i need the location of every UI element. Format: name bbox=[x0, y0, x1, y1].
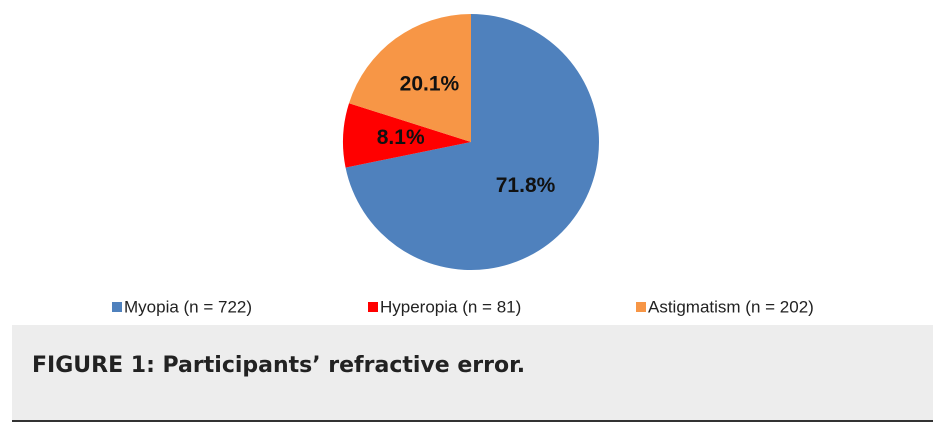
caption-box: FIGURE 1: Participants’ refractive error… bbox=[12, 325, 933, 422]
legend-swatch bbox=[636, 302, 646, 312]
pie-slice bbox=[349, 14, 471, 142]
legend-swatch bbox=[112, 302, 122, 312]
legend-label: Astigmatism (n = 202) bbox=[648, 297, 814, 316]
pie-slice bbox=[342, 103, 471, 168]
legend-label: Myopia (n = 722) bbox=[124, 297, 252, 316]
slice-label: 71.8% bbox=[496, 174, 556, 197]
caption: FIGURE 1: Participants’ refractive error… bbox=[32, 353, 526, 378]
slice-label: 8.1% bbox=[377, 126, 425, 149]
legend-label: Hyperopia (n = 81) bbox=[380, 297, 521, 316]
chart: 71.8% 8.1% 20.1% Myopia (n = 722) Hyperopia … bbox=[112, 14, 814, 316]
legend-swatch bbox=[368, 302, 378, 312]
pie-slice bbox=[345, 14, 600, 270]
slice-label: 20.1% bbox=[400, 73, 460, 96]
